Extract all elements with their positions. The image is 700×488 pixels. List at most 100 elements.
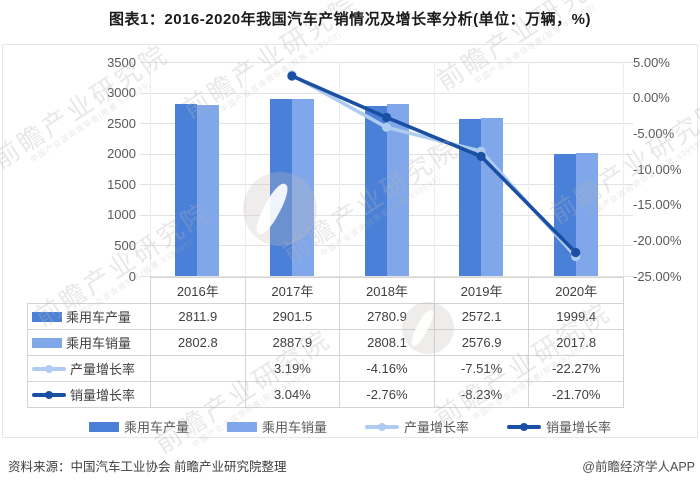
bar-swatch-sales-icon <box>32 337 62 348</box>
table-header-row: 2016年 2017年 2018年 2019年 2020年 <box>28 277 624 304</box>
table-year-header-cell: 2019年 <box>433 277 530 304</box>
legend-bar-swatch-icon <box>226 421 257 432</box>
table-row-label-cell: 乘用车销量 <box>27 329 151 356</box>
table-value-cell: -22.27% <box>528 355 624 382</box>
table-value-cell: -4.16% <box>339 355 435 382</box>
category-separator-line <box>150 62 151 276</box>
bar-sales-2017年 <box>291 99 314 276</box>
credit-note: @前瞻经济学人APP <box>582 460 695 474</box>
table-row-label: 乘用车产量 <box>66 310 132 325</box>
table-value-cell: -8.23% <box>433 381 530 408</box>
grid-line <box>140 92 633 94</box>
table-value-cell: 2802.8 <box>150 329 246 356</box>
table-row-label: 产量增长率 <box>70 362 136 377</box>
line-marker <box>381 112 392 122</box>
y-axis-left-tick-label: 1000 <box>107 207 136 223</box>
table-row: 乘用车产量 2811.9 2901.5 2780.9 2572.1 1999.4 <box>27 303 624 330</box>
category-separator-line <box>244 62 246 276</box>
line-marker <box>571 247 581 258</box>
line-marker <box>381 122 392 132</box>
table-row-label-cell: 销量增长率 <box>27 381 151 408</box>
source-note: 资料来源：中国汽车工业协会 前瞻产业研究院整理 <box>8 460 287 474</box>
y-axis-right-tick-label: 0.00% <box>633 90 670 106</box>
bar-sales-2018年 <box>386 104 409 276</box>
table-value-cell: -2.76% <box>339 381 435 408</box>
line-marker-production-growth-icon <box>32 364 66 374</box>
category-separator-line <box>433 62 435 276</box>
table-row-label-cell: 产量增长率 <box>27 355 151 382</box>
table-year-header-cell: 2017年 <box>244 277 341 304</box>
table-row: 销量增长率 3.04% -2.76% -8.23% -21.70% <box>27 381 624 408</box>
legend-item-1: 乘用车销量 <box>226 417 327 436</box>
legend: 乘用车产量 乘用车销量 产量增长率 销量增长率 <box>0 417 700 436</box>
table-year-header-cell: 2020年 <box>528 277 624 304</box>
grid-line <box>140 62 633 63</box>
table-value-cell: 1999.4 <box>528 303 624 330</box>
y-axis-left-tick-label: 2000 <box>107 146 136 162</box>
y-axis-left-tick-label: 3500 <box>107 54 136 70</box>
y-axis-right-tick-label: -10.00% <box>633 161 682 177</box>
line-marker-sales-growth-icon <box>32 390 66 400</box>
growth-lines-layer <box>287 70 581 262</box>
table-row-label: 销量增长率 <box>70 388 136 403</box>
category-separator-line <box>623 62 624 276</box>
y-axis-right-tick-label: -25.00% <box>633 268 682 284</box>
growth-line-production <box>291 73 578 258</box>
table-value-cell <box>150 381 246 408</box>
category-separator-line <box>339 62 341 276</box>
bar-production-2017年 <box>269 98 292 276</box>
category-separator-line <box>528 62 530 276</box>
table-year-header-cell: 2016年 <box>150 277 246 304</box>
y-axis-left-tick-label: 3000 <box>107 85 136 101</box>
y-axis-right-tick-label: 5.00% <box>633 54 670 70</box>
y-axis-left-tick-label: 500 <box>114 237 136 253</box>
y-axis-left-tick-label: 0 <box>128 268 136 284</box>
table-value-cell <box>150 355 246 382</box>
line-marker <box>287 71 297 81</box>
table-row: 乘用车销量 2802.8 2887.9 2808.1 2576.9 2017.8 <box>27 329 624 356</box>
legend-label: 产量增长率 <box>404 420 470 435</box>
table-year-header-cell: 2018年 <box>339 277 435 304</box>
y-axis-right-tick-label: -5.00% <box>633 125 675 141</box>
table-value-cell: -7.51% <box>433 355 530 382</box>
table-value-cell: 2901.5 <box>244 303 341 330</box>
table-value-cell: -21.70% <box>528 381 624 408</box>
legend-label: 乘用车产量 <box>123 420 189 435</box>
table-value-cell: 2808.1 <box>339 329 435 356</box>
legend-line-marker-icon <box>365 422 399 432</box>
bar-production-2019年 <box>459 118 482 276</box>
table-value-cell: 3.19% <box>244 355 341 382</box>
bar-sales-2020年 <box>575 152 598 276</box>
y-axis-left-tick-label: 2500 <box>107 115 136 131</box>
grid-line <box>140 276 633 277</box>
table-row-label: 乘用车销量 <box>66 336 132 351</box>
legend-bar-swatch-icon <box>88 421 119 432</box>
legend-label: 销量增长率 <box>546 420 612 435</box>
line-marker <box>476 151 486 161</box>
table-value-cell: 2811.9 <box>150 303 246 330</box>
growth-line-sales <box>291 74 577 254</box>
bar-production-2016年 <box>175 104 198 276</box>
bar-production-2018年 <box>364 106 387 276</box>
table-value-cell: 2780.9 <box>339 303 435 330</box>
data-table: 2016年 2017年 2018年 2019年 2020年乘用车产量 2811.9 2901… <box>27 277 624 408</box>
bar-swatch-production-icon <box>32 311 62 322</box>
table-value-cell: 2572.1 <box>433 303 530 330</box>
legend-item-3: 销量增长率 <box>507 417 611 436</box>
table-corner-cell <box>28 278 151 304</box>
table-value-cell: 2576.9 <box>433 329 530 356</box>
y-axis-left-tick-label: 1500 <box>107 176 136 192</box>
table-row-label-cell: 乘用车产量 <box>27 303 151 330</box>
table-value-cell: 2017.8 <box>528 329 624 356</box>
legend-label: 乘用车销量 <box>261 420 327 435</box>
y-axis-right-tick-label: -15.00% <box>633 197 682 213</box>
legend-line-marker-icon <box>507 422 542 432</box>
legend-item-2: 产量增长率 <box>365 417 469 436</box>
legend-item-0: 乘用车产量 <box>88 417 189 436</box>
chart-title: 图表1：2016-2020年我国汽车产销情况及增长率分析(单位：万辆，%) <box>109 11 591 28</box>
y-axis-right-tick-label: -20.00% <box>633 232 682 248</box>
table-row: 产量增长率 3.19% -4.16% -7.51% -22.27% <box>27 355 624 382</box>
bar-sales-2016年 <box>197 104 220 276</box>
table-value-cell: 2887.9 <box>244 329 341 356</box>
table-value-cell: 3.04% <box>244 381 341 408</box>
